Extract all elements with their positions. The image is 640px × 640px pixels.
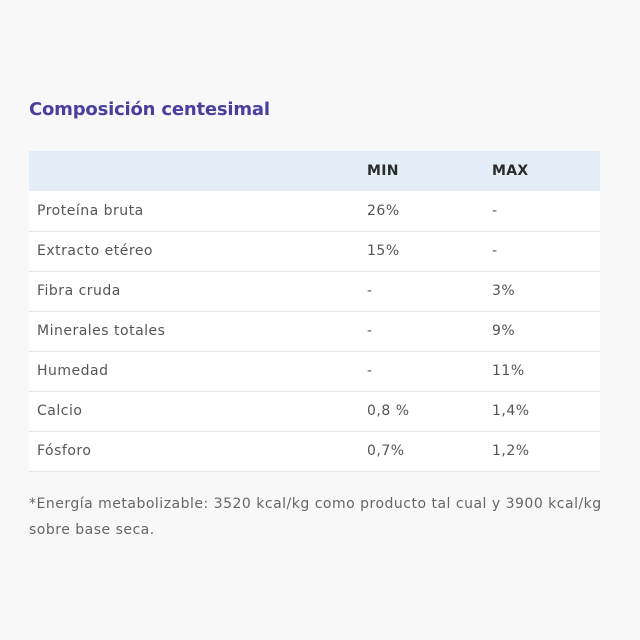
row-min: - xyxy=(367,283,373,299)
row-max: - xyxy=(492,243,498,259)
row-max: 1,2% xyxy=(492,443,530,459)
row-min: 26% xyxy=(367,202,400,219)
row-min: - xyxy=(367,323,373,339)
row-min: 0,8 % xyxy=(367,403,410,419)
table-row: Extracto etéreo 15% - xyxy=(29,231,600,271)
row-min: - xyxy=(367,363,373,379)
row-min: 15% xyxy=(367,243,400,259)
table-row: Minerales totales - 9% xyxy=(29,311,600,351)
energy-footnote: *Energía metabolizable: 3520 kcal/kg com… xyxy=(29,496,602,538)
row-max: 9% xyxy=(492,323,516,339)
row-max: 3% xyxy=(492,283,516,299)
row-name: Proteína bruta xyxy=(37,202,144,219)
row-min: 0,7% xyxy=(367,443,405,459)
table-row: Fósforo 0,7% 1,2% xyxy=(29,431,600,471)
row-max: 1,4% xyxy=(492,403,530,419)
row-max: - xyxy=(492,202,498,219)
table-row: Calcio 0,8 % 1,4% xyxy=(29,391,600,431)
header-max: MAX xyxy=(492,163,529,179)
row-name: Minerales totales xyxy=(37,323,166,339)
section-title: Composición centesimal xyxy=(29,99,270,120)
table-row: Fibra cruda - 3% xyxy=(29,271,600,311)
row-name: Fósforo xyxy=(37,443,92,459)
composition-table: MIN MAX Proteína bruta 26% - Extracto et… xyxy=(29,151,600,472)
row-name: Extracto etéreo xyxy=(37,243,153,259)
table-header: MIN MAX xyxy=(29,151,600,191)
table-row: Proteína bruta 26% - xyxy=(29,191,600,231)
header-min: MIN xyxy=(367,163,399,179)
row-name: Calcio xyxy=(37,403,83,419)
row-name: Humedad xyxy=(37,363,109,379)
header-name xyxy=(29,151,359,191)
row-name: Fibra cruda xyxy=(37,283,121,299)
row-max: 11% xyxy=(492,363,525,379)
table-header-row: MIN MAX xyxy=(29,151,600,191)
table-row: Humedad - 11% xyxy=(29,351,600,391)
table-body: Proteína bruta 26% - Extracto etéreo 15%… xyxy=(29,191,600,471)
